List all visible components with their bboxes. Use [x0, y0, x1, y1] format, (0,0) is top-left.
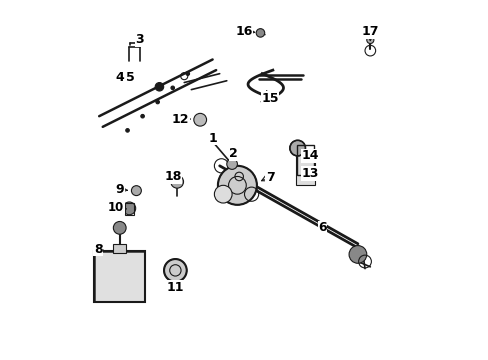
- Text: 12: 12: [172, 113, 189, 126]
- Text: 16: 16: [235, 25, 252, 39]
- Circle shape: [214, 185, 232, 203]
- Circle shape: [113, 221, 126, 234]
- Circle shape: [226, 159, 237, 169]
- Text: 10: 10: [108, 201, 124, 214]
- Circle shape: [122, 202, 135, 215]
- Circle shape: [131, 186, 141, 195]
- Circle shape: [218, 166, 256, 205]
- Bar: [95, 252, 144, 301]
- Circle shape: [170, 175, 183, 188]
- Circle shape: [256, 29, 264, 37]
- Circle shape: [156, 100, 159, 104]
- Circle shape: [155, 82, 163, 91]
- Bar: [295, 150, 315, 185]
- Circle shape: [348, 246, 366, 263]
- Text: 17: 17: [361, 25, 378, 39]
- Text: 14: 14: [301, 149, 318, 162]
- Text: 9: 9: [115, 183, 124, 196]
- Bar: [94, 251, 145, 302]
- Circle shape: [185, 72, 189, 76]
- Circle shape: [141, 114, 144, 118]
- Circle shape: [163, 259, 186, 282]
- Text: 3: 3: [135, 33, 144, 46]
- Circle shape: [171, 86, 174, 90]
- Circle shape: [366, 36, 373, 44]
- Text: 15: 15: [261, 92, 278, 105]
- Text: 4: 4: [115, 71, 124, 84]
- Circle shape: [289, 140, 305, 156]
- Text: 5: 5: [126, 71, 135, 84]
- Text: 8: 8: [94, 243, 102, 256]
- Bar: [125, 203, 134, 215]
- Bar: [113, 244, 125, 253]
- Text: 13: 13: [301, 167, 318, 180]
- Text: 6: 6: [318, 221, 326, 234]
- Text: 18: 18: [164, 170, 181, 183]
- Text: 1: 1: [208, 132, 217, 145]
- Circle shape: [193, 113, 206, 126]
- Text: 2: 2: [229, 147, 238, 160]
- Circle shape: [125, 129, 129, 132]
- Text: 11: 11: [166, 280, 184, 293]
- Text: 7: 7: [265, 171, 274, 184]
- Bar: [296, 145, 313, 175]
